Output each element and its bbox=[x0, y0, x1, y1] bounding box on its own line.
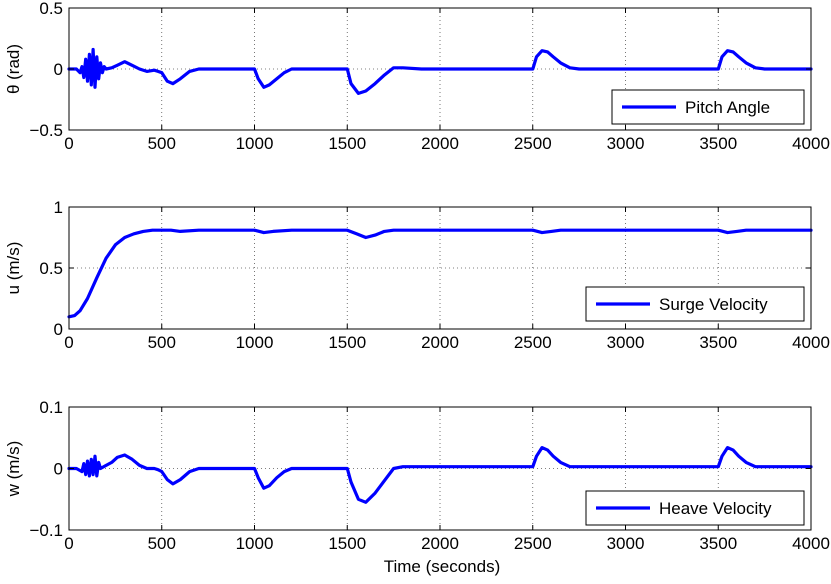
x-tick-label: 3500 bbox=[699, 134, 737, 153]
x-tick-label: 1500 bbox=[328, 134, 366, 153]
series-line-1 bbox=[67, 446, 813, 504]
x-tick-label: 4000 bbox=[792, 134, 830, 153]
legend-label: Heave Velocity bbox=[659, 499, 772, 518]
legend: Heave Velocity bbox=[585, 490, 805, 526]
x-axis-label: Time (seconds) bbox=[384, 557, 501, 576]
x-tick-label: 2500 bbox=[514, 333, 552, 352]
y-tick-label: −0.5 bbox=[29, 121, 63, 140]
x-tick-label: 0 bbox=[64, 333, 73, 352]
x-tick-label: 3500 bbox=[699, 534, 737, 553]
y-tick-label: 0 bbox=[54, 320, 63, 339]
subplot-1: 0 500 1000 1500 2000 2500 3000 3500 4000−0.500.5… bbox=[4, 0, 830, 153]
x-tick-label: 3000 bbox=[607, 534, 645, 553]
subplot-3: 0 500 1000 1500 2000 2500 3000 3500 4000−0.100.1… bbox=[4, 398, 830, 576]
y-tick-label: 0.5 bbox=[39, 0, 63, 18]
legend-label: Pitch Angle bbox=[685, 98, 770, 117]
x-tick-label: 3000 bbox=[607, 134, 645, 153]
x-tick-label: 2500 bbox=[514, 134, 552, 153]
x-tick-label: 1000 bbox=[236, 333, 274, 352]
x-tick-label: 500 bbox=[148, 333, 176, 352]
y-tick-label: 0 bbox=[54, 460, 63, 479]
x-tick-label: 500 bbox=[148, 134, 176, 153]
y-tick-label: 0.1 bbox=[39, 398, 63, 417]
x-tick-label: 1500 bbox=[328, 534, 366, 553]
x-tick-label: 2000 bbox=[421, 333, 459, 352]
y-tick-label: 1 bbox=[54, 198, 63, 217]
y-tick-label: 0 bbox=[54, 60, 63, 79]
x-tick-label: 4000 bbox=[792, 534, 830, 553]
x-tick-label: 1500 bbox=[328, 333, 366, 352]
y-axis-label: w (m/s) bbox=[4, 441, 23, 498]
legend: Surge Velocity bbox=[585, 286, 805, 322]
x-tick-label: 0 bbox=[64, 134, 73, 153]
x-tick-label: 1000 bbox=[236, 534, 274, 553]
x-tick-label: 3000 bbox=[607, 333, 645, 352]
x-tick-label: 4000 bbox=[792, 333, 830, 352]
legend: Pitch Angle bbox=[611, 89, 805, 125]
x-tick-label: 2000 bbox=[421, 134, 459, 153]
x-tick-label: 2000 bbox=[421, 534, 459, 553]
subplot-2: 0 500 1000 1500 2000 2500 3000 3500 4000 0 0.5 1 u (… bbox=[4, 198, 830, 352]
series-line-1 bbox=[67, 47, 813, 96]
x-tick-label: 1000 bbox=[236, 134, 274, 153]
x-tick-label: 3500 bbox=[699, 333, 737, 352]
y-axis-label: θ (rad) bbox=[4, 44, 23, 94]
x-tick-label: 500 bbox=[148, 534, 176, 553]
legend-label: Surge Velocity bbox=[659, 295, 768, 314]
series-line-1 bbox=[67, 228, 813, 319]
y-axis-label: u (m/s) bbox=[4, 242, 23, 295]
y-tick-label: 0.5 bbox=[39, 259, 63, 278]
y-tick-label: −0.1 bbox=[29, 521, 63, 540]
x-tick-label: 0 bbox=[64, 534, 73, 553]
x-tick-label: 2500 bbox=[514, 534, 552, 553]
